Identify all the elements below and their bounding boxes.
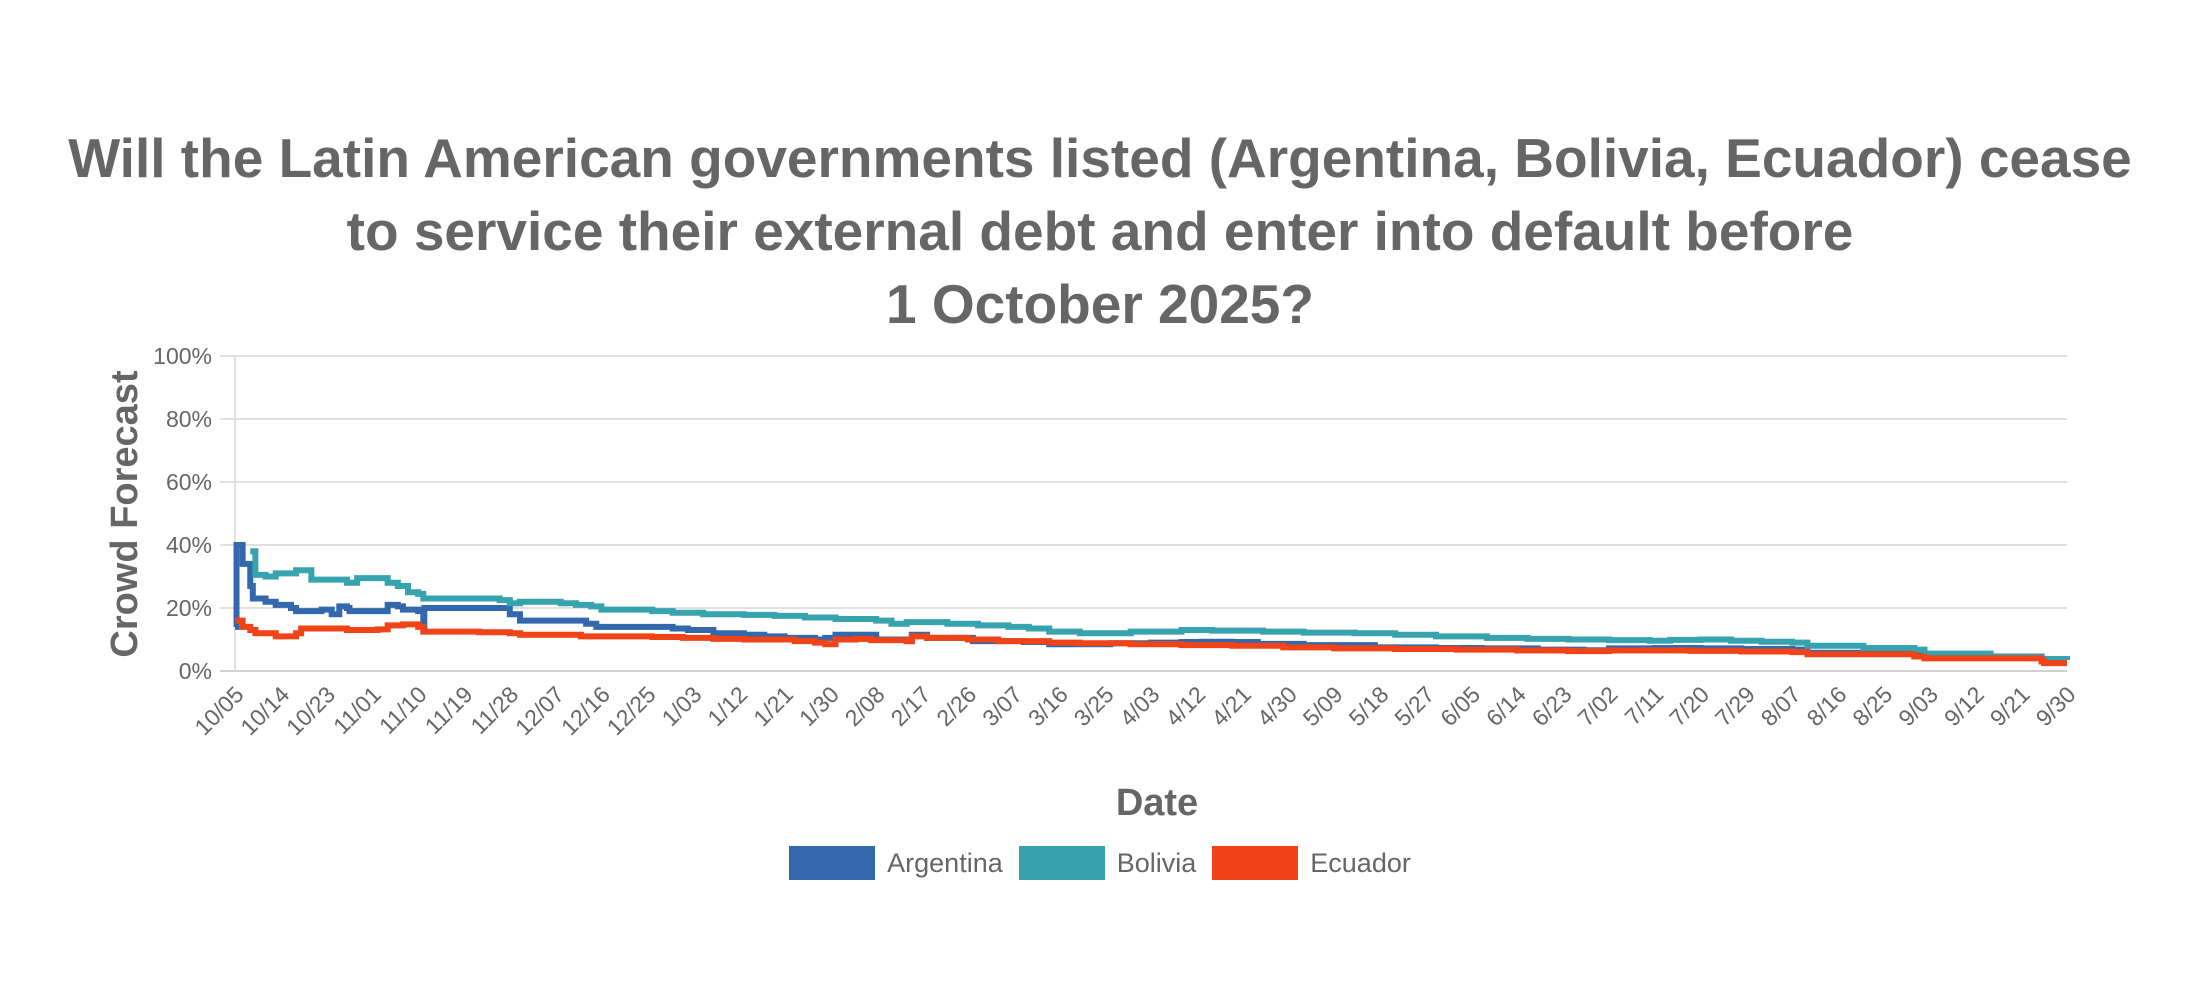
- legend-label-bolivia: Bolivia: [1116, 847, 1197, 878]
- y-tick-label: 40%: [166, 532, 212, 558]
- x-tick-label: 11/19: [420, 681, 478, 739]
- y-tick-label: 20%: [166, 595, 212, 621]
- x-tick-label: 8/16: [1801, 681, 1851, 731]
- title-line-2: to service their external debt and enter…: [346, 200, 1854, 262]
- x-tick-label: 12/25: [602, 681, 661, 740]
- x-tick-label: 8/25: [1847, 681, 1897, 731]
- x-tick-label: 12/07: [510, 681, 569, 740]
- y-axis-title: Crowd Forecast: [104, 370, 146, 658]
- x-tick-label: 6/05: [1435, 681, 1485, 731]
- legend-item-ecuador[interactable]: Ecuador: [1212, 846, 1411, 880]
- x-tick-label: 6/14: [1481, 681, 1531, 731]
- x-tick-label: 4/21: [1206, 681, 1256, 731]
- legend-swatch-ecuador: [1212, 846, 1299, 880]
- y-tick-label: 80%: [166, 406, 212, 432]
- x-tick-label: 3/07: [977, 681, 1027, 731]
- x-tick-label: 4/30: [1252, 681, 1302, 731]
- gridlines: [220, 355, 2067, 672]
- y-tick-label: 0%: [179, 658, 212, 684]
- legend-item-argentina[interactable]: Argentina: [789, 846, 1003, 880]
- x-tick-label: 1/30: [794, 681, 844, 731]
- y-axis-ticks: 0% 20% 40% 60% 80% 100%: [153, 343, 212, 684]
- x-tick-label: 3/25: [1069, 681, 1119, 731]
- x-tick-label: 1/21: [748, 681, 798, 731]
- x-tick-label: 9/03: [1893, 681, 1943, 731]
- x-tick-label: 10/14: [235, 681, 294, 740]
- legend: Argentina Bolivia Ecuador: [0, 846, 2200, 880]
- x-tick-label: 10/05: [189, 681, 248, 740]
- x-tick-label: 5/27: [1389, 681, 1439, 731]
- x-tick-label: 7/02: [1572, 681, 1622, 731]
- x-tick-label: 1/12: [702, 681, 752, 731]
- legend-item-bolivia[interactable]: Bolivia: [1018, 846, 1197, 880]
- x-tick-label: 11/01: [328, 681, 386, 739]
- x-tick-label: 11/10: [374, 681, 432, 739]
- legend-label-argentina: Argentina: [887, 847, 1003, 878]
- title-line-3: 1 October 2025?: [886, 273, 1314, 335]
- x-tick-label: 5/18: [1343, 681, 1393, 731]
- x-tick-label: 3/16: [1023, 681, 1073, 731]
- x-tick-label: 9/21: [1985, 681, 2035, 731]
- x-tick-label: 7/29: [1710, 681, 1760, 731]
- x-tick-label: 2/26: [931, 681, 981, 731]
- x-tick-label: 2/17: [885, 681, 935, 731]
- x-tick-label: 6/23: [1527, 681, 1577, 731]
- x-tick-label: 7/11: [1620, 681, 1669, 730]
- x-tick-label: 1/03: [656, 681, 706, 731]
- legend-swatch-argentina: [789, 846, 876, 880]
- title-line-1: Will the Latin American governments list…: [68, 127, 2132, 189]
- chart-title: Will the Latin American governments list…: [0, 122, 2200, 341]
- y-tick-label: 100%: [153, 343, 212, 369]
- x-tick-label: 5/09: [1298, 681, 1348, 731]
- x-tick-label: 8/07: [1756, 681, 1806, 731]
- series-line-bolivia: [250, 548, 2070, 663]
- series-lines: [233, 542, 2070, 667]
- x-axis-title: Date: [1116, 782, 1198, 824]
- x-tick-label: 9/12: [1939, 681, 1989, 731]
- x-tick-label: 9/30: [2030, 681, 2080, 731]
- x-tick-label: 12/16: [556, 681, 615, 740]
- y-tick-label: 60%: [166, 469, 212, 495]
- x-tick-label: 2/08: [840, 681, 890, 731]
- x-tick-label: 11/28: [465, 681, 523, 739]
- series-line-ecuador: [235, 617, 2067, 667]
- x-tick-label: 7/20: [1664, 681, 1714, 731]
- x-tick-label: 10/23: [281, 681, 340, 740]
- x-tick-label: 4/03: [1114, 681, 1164, 731]
- x-tick-label: 4/12: [1160, 681, 1210, 731]
- legend-swatch-bolivia: [1018, 846, 1105, 880]
- x-axis-ticks: 10/0510/1410/2311/0111/1011/1911/2812/07…: [189, 681, 2080, 740]
- legend-label-ecuador: Ecuador: [1310, 847, 1411, 878]
